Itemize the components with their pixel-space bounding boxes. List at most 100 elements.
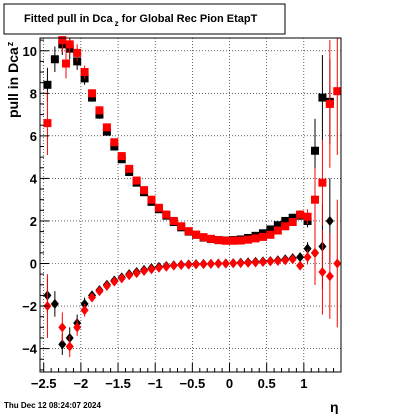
- diamond-marker: [169, 260, 178, 271]
- diamond-marker: [229, 258, 238, 269]
- square-marker: [318, 178, 327, 187]
- square-marker: [88, 89, 97, 98]
- square-marker: [110, 142, 119, 151]
- x-tick-label: 1: [300, 376, 307, 391]
- square-marker: [132, 176, 141, 185]
- square-marker: [43, 119, 52, 128]
- diamond-marker: [110, 276, 119, 287]
- diamond-marker: [325, 215, 334, 226]
- diamond-marker: [296, 260, 305, 271]
- diamond-marker: [80, 305, 89, 316]
- diamond-marker: [303, 243, 312, 254]
- square-marker: [244, 235, 253, 244]
- chart-title-sub: z: [115, 19, 119, 28]
- diamond-marker: [303, 252, 312, 263]
- diamond-marker: [140, 265, 149, 276]
- diamond-marker: [95, 286, 104, 297]
- diamond-marker: [162, 261, 171, 272]
- y-tick-label: −2: [22, 299, 37, 314]
- square-marker: [273, 221, 282, 230]
- square-marker: [199, 233, 208, 242]
- diamond-marker: [184, 259, 193, 270]
- diamond-marker: [318, 267, 327, 278]
- square-marker: [147, 195, 156, 204]
- diamond-marker: [199, 259, 208, 270]
- diamond-marker: [125, 270, 134, 281]
- series-red-diamond: [43, 199, 342, 358]
- diamond-marker: [117, 273, 126, 284]
- y-tick-label: 6: [30, 129, 37, 144]
- diamond-marker: [206, 258, 215, 269]
- x-tick-label: −1: [148, 376, 163, 391]
- y-axis-label-main: pull in Dca: [5, 47, 21, 118]
- diamond-marker: [296, 252, 305, 263]
- diamond-marker: [266, 256, 275, 267]
- diamond-marker: [281, 255, 290, 266]
- square-marker: [169, 216, 178, 225]
- square-marker: [251, 234, 260, 243]
- square-marker: [154, 203, 163, 212]
- x-tick-label: −2: [73, 376, 88, 391]
- diamond-marker: [58, 322, 67, 333]
- diamond-marker: [50, 298, 59, 309]
- square-marker: [162, 210, 171, 219]
- square-marker: [214, 236, 223, 245]
- square-marker: [80, 68, 89, 77]
- square-marker: [258, 232, 267, 241]
- diamond-marker: [147, 264, 156, 275]
- diamond-marker: [214, 258, 223, 269]
- square-marker: [102, 127, 111, 136]
- square-marker: [318, 93, 327, 102]
- square-marker: [288, 213, 297, 222]
- x-axis-label: η: [330, 399, 339, 414]
- grid-lines: [40, 38, 341, 372]
- diamond-marker: [192, 259, 201, 270]
- square-marker: [58, 36, 67, 45]
- diamond-marker: [177, 259, 186, 270]
- square-marker: [281, 216, 290, 225]
- square-marker: [50, 55, 59, 64]
- square-marker: [281, 222, 290, 231]
- y-tick-label: 8: [30, 86, 37, 101]
- diamond-marker: [258, 257, 267, 268]
- diamond-marker: [273, 255, 282, 266]
- y-axis-label: pull in Dcaz: [5, 41, 21, 118]
- chart-title: Fitted pull in Dca z for Global Rec Pion …: [24, 13, 258, 28]
- square-marker: [310, 146, 319, 155]
- x-tick-label: −1.5: [105, 376, 131, 391]
- square-marker: [229, 236, 238, 245]
- diamond-marker: [102, 280, 111, 291]
- diamond-marker: [310, 247, 319, 258]
- square-marker: [325, 99, 334, 108]
- diamond-marker: [288, 254, 297, 265]
- plot-frame: [39, 37, 342, 373]
- square-marker: [65, 40, 74, 49]
- diamond-marker: [251, 257, 260, 268]
- square-marker: [206, 234, 215, 243]
- series-red-square: [43, 36, 342, 245]
- data-series: [43, 36, 342, 358]
- square-marker: [310, 195, 319, 204]
- square-marker: [296, 210, 305, 219]
- x-tick-label: 0.5: [258, 376, 276, 391]
- title-box-frame: [3, 3, 286, 35]
- chart-title-main: Fitted pull in Dca: [24, 13, 113, 25]
- square-marker: [140, 186, 149, 195]
- square-marker: [95, 106, 104, 115]
- square-marker: [184, 227, 193, 236]
- x-tick-label: −2.5: [31, 376, 57, 391]
- diamond-marker: [65, 341, 74, 352]
- square-marker: [177, 222, 186, 231]
- diamond-marker: [333, 258, 342, 269]
- square-marker: [236, 236, 245, 245]
- chart-title-rest: for Global Rec Pion EtapT: [119, 13, 258, 25]
- diamond-marker: [244, 257, 253, 268]
- x-tick-label: −0.5: [180, 376, 206, 391]
- y-tick-label: 10: [23, 44, 37, 59]
- square-marker: [288, 218, 297, 227]
- y-axis-label-sub: z: [5, 41, 15, 46]
- y-tick-label: 0: [30, 257, 37, 272]
- square-marker: [266, 225, 275, 234]
- square-marker: [303, 212, 312, 221]
- square-marker: [192, 230, 201, 239]
